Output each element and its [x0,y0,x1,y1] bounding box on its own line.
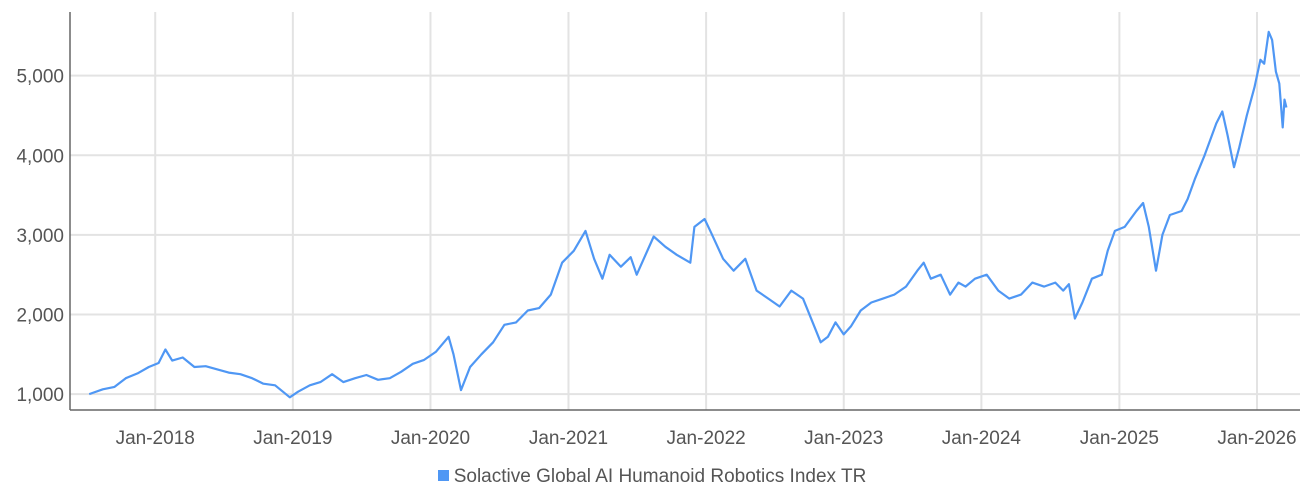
y-axis-ticks: 1,000 2,000 3,000 4,000 5,000 [16,67,64,406]
y-tick-label: 2,000 [16,305,64,326]
x-tick-label: Jan-2018 [116,428,195,449]
x-tick-label: Jan-2021 [529,428,608,449]
legend-swatch [437,470,449,481]
y-tick-label: 4,000 [16,146,64,167]
x-tick-label: Jan-2020 [391,428,470,449]
legend-label: Solactive Global AI Humanoid Robotics In… [453,466,867,487]
series-line [88,30,1288,399]
gridlines [70,12,1300,410]
x-tick-label: Jan-2019 [253,428,332,449]
x-tick-label: Jan-2024 [942,428,1022,449]
x-tick-label: Jan-2026 [1217,428,1296,449]
y-tick-label: 5,000 [16,67,64,88]
y-tick-label: 1,000 [16,385,64,406]
x-tick-label: Jan-2022 [666,428,745,449]
legend: Solactive Global AI Humanoid Robotics In… [0,466,1304,488]
x-axis-ticks: Jan-2018 Jan-2019 Jan-2020 Jan-2021 Jan-2022… [116,428,1297,449]
x-tick-label: Jan-2025 [1080,428,1159,449]
x-tick-label: Jan-2023 [804,428,883,449]
y-tick-label: 3,000 [16,226,64,247]
